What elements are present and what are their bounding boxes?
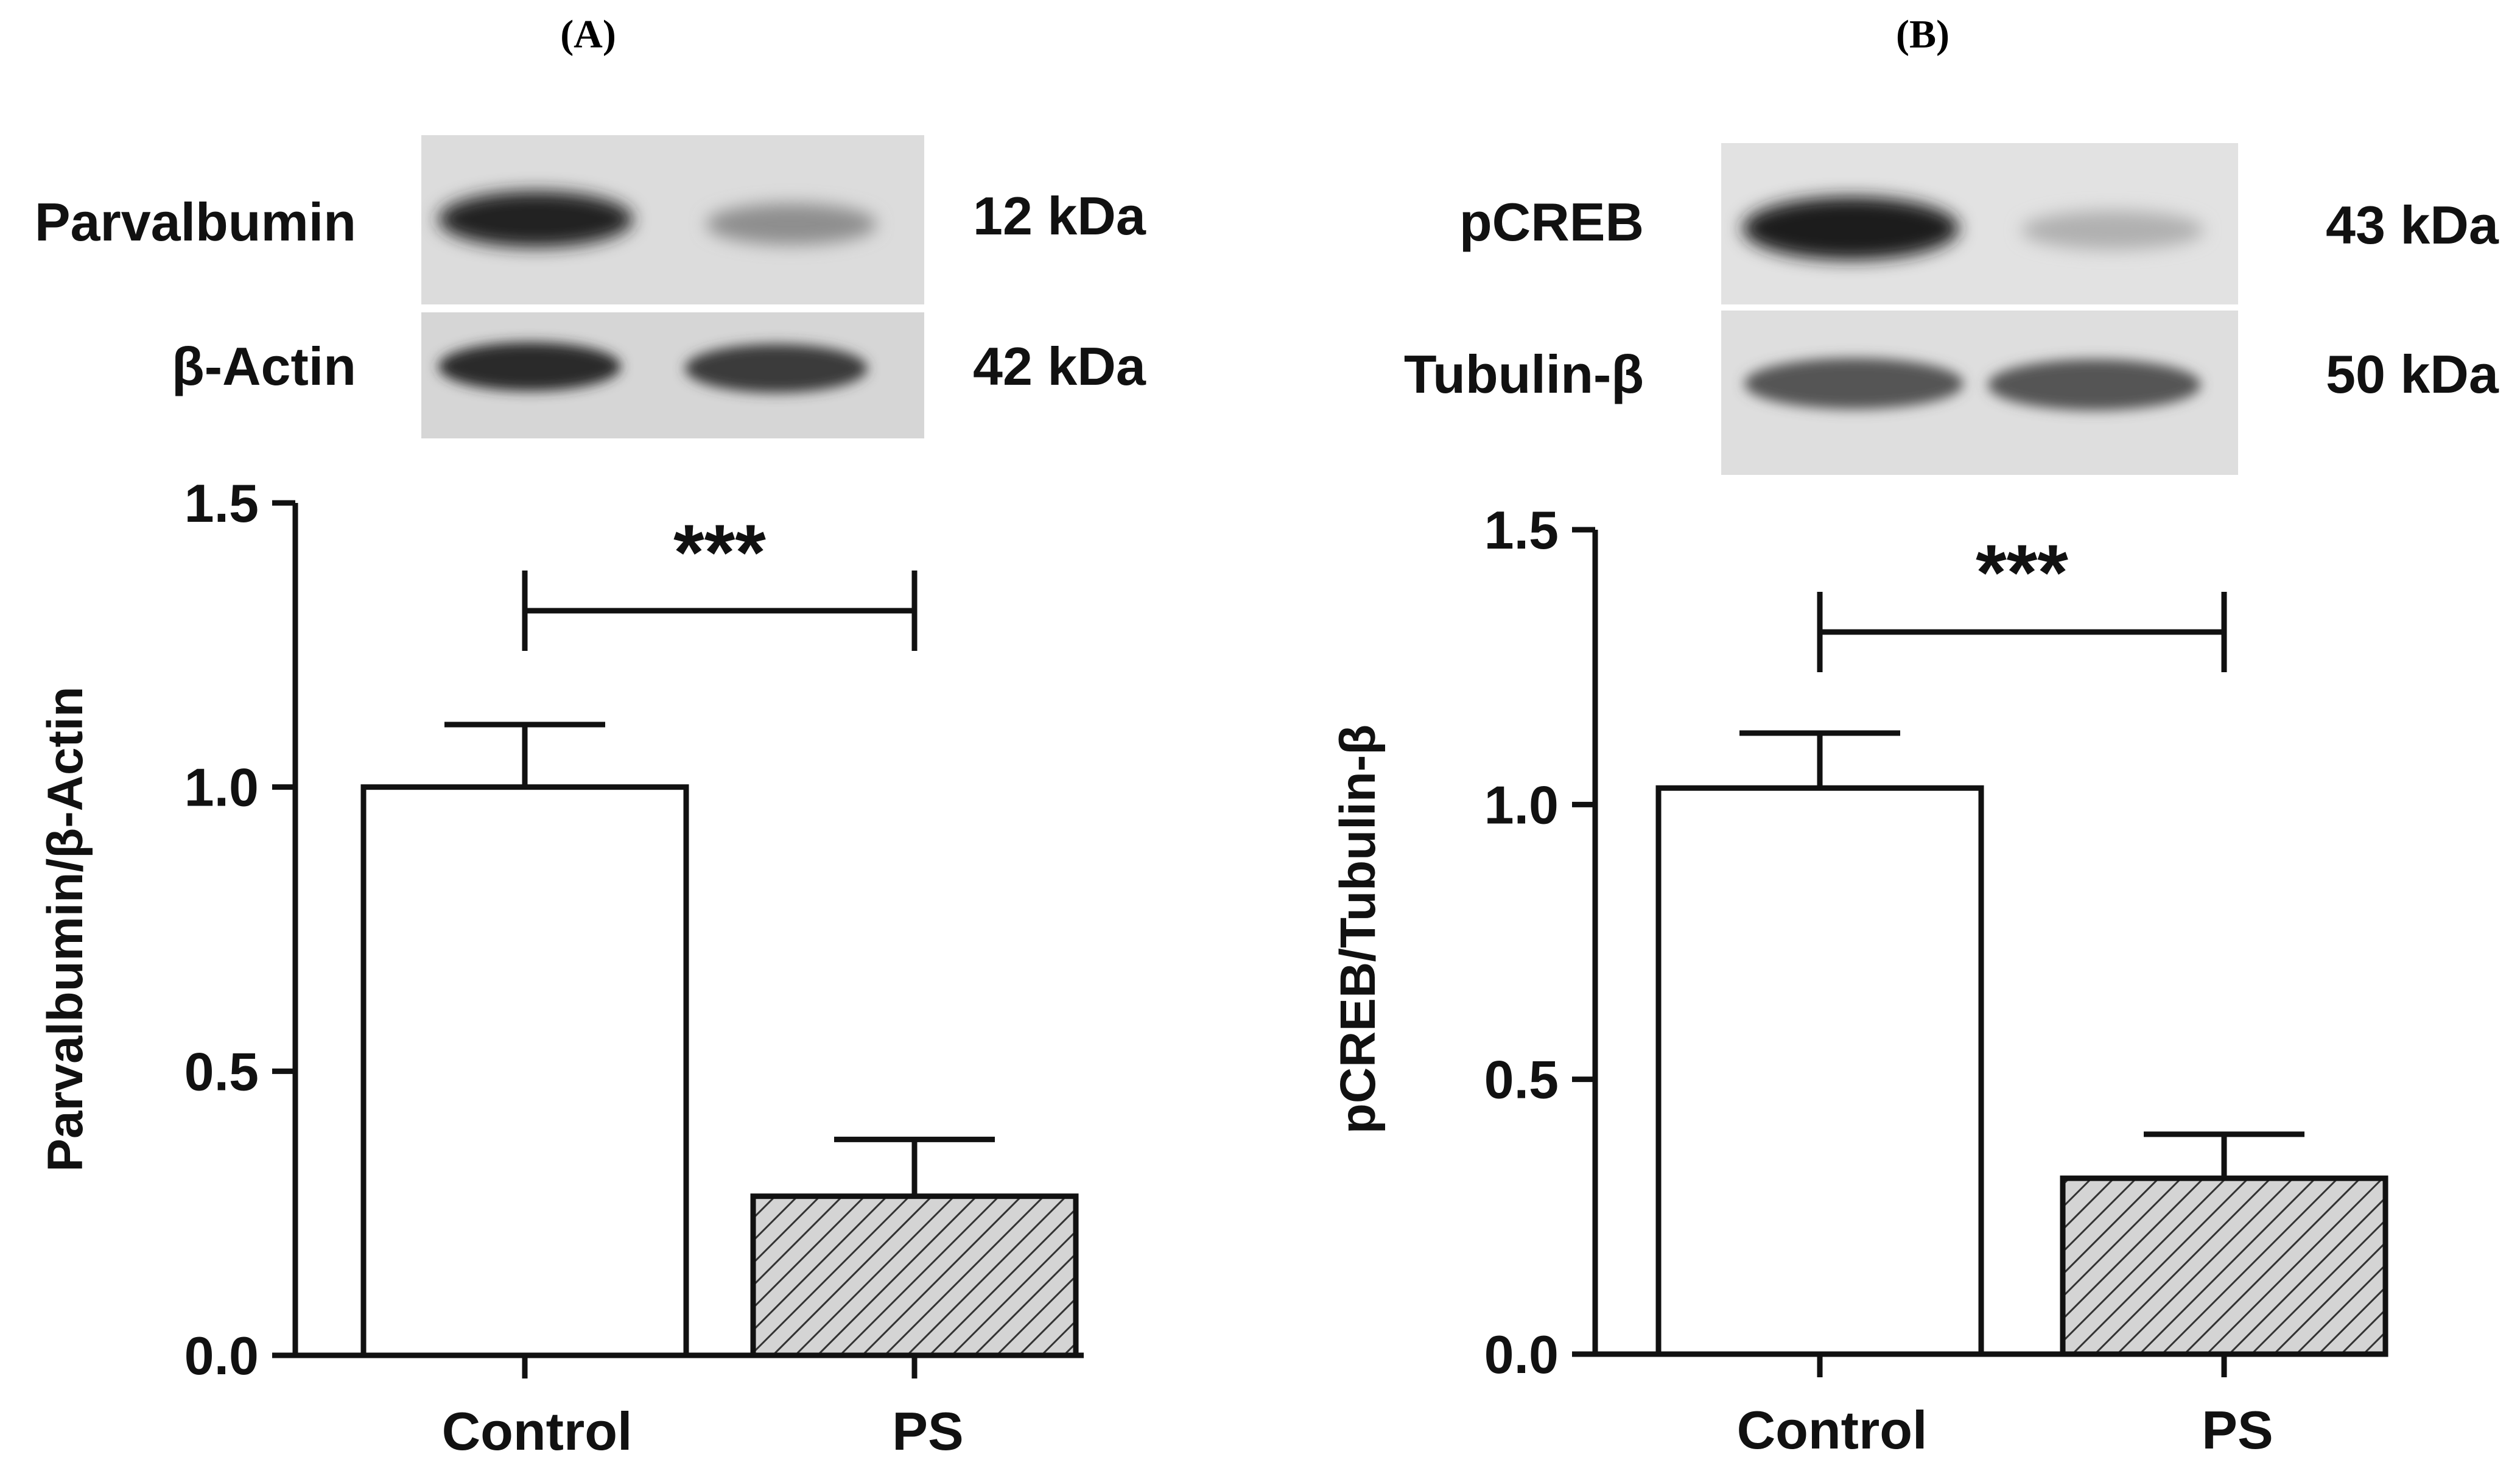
y-tick-label-a: 0.5 xyxy=(184,1041,259,1101)
bar-control-b xyxy=(1655,785,1984,1357)
x-tick-label-control-b: Control xyxy=(1737,1400,1928,1460)
blot-b-control-kda: 50 kDa xyxy=(2326,344,2499,404)
y-tick-label-b: 1.5 xyxy=(1484,500,1559,560)
y-axis-title-b: pCREB/Tubulin-β xyxy=(1330,725,1386,1134)
x-tick-label-ps-a: PS xyxy=(892,1401,963,1461)
x-tick-label-control-a: Control xyxy=(442,1401,633,1461)
x-tick-label-ps-b: PS xyxy=(2202,1400,2273,1460)
western-blot-b: pCREB 43 kDa Tubulin-β 50 kDa xyxy=(1404,143,2499,475)
significance-stars-b: *** xyxy=(1976,528,2068,617)
blot-a-control-label: β-Actin xyxy=(172,336,356,396)
significance-stars-a: *** xyxy=(673,508,766,597)
blot-a-target-strip xyxy=(421,135,924,304)
y-tick-label-a: 1.0 xyxy=(184,757,259,818)
blot-b-target-label: pCREB xyxy=(1459,192,1644,252)
bar-ps-a xyxy=(750,1193,1079,1358)
y-tick-label-b: 0.5 xyxy=(1484,1050,1559,1110)
y-tick-label-b: 0.0 xyxy=(1484,1324,1559,1385)
panel-a-label: (A) xyxy=(560,12,616,57)
blot-a-control-kda: 42 kDa xyxy=(973,336,1146,396)
panel-b-label: (B) xyxy=(1896,12,1950,57)
blot-b-target-kda: 43 kDa xyxy=(2326,195,2499,255)
blot-a-control-strip xyxy=(421,312,924,438)
y-tick-label-a: 1.5 xyxy=(184,473,259,533)
blot-b-control-strip xyxy=(1721,311,2238,475)
bar-chart-b: 0.0 0.5 1.0 1.5 Control PS pCREB/Tubulin-β *** xyxy=(1330,500,2388,1460)
blot-a-target-label: Parvalbumin xyxy=(35,192,356,252)
bar-chart-a: 0.0 0.5 1.0 1.5 Control PS Parvalbumin/β-Actin… xyxy=(38,473,1084,1461)
bar-control-a xyxy=(360,784,689,1358)
blot-b-control-label: Tubulin-β xyxy=(1404,344,1644,404)
western-blot-a: Parvalbumin 12 kDa β-Actin 42 kDa xyxy=(35,135,1146,438)
bar-ps-b xyxy=(2060,1175,2388,1357)
blot-a-target-kda: 12 kDa xyxy=(973,186,1146,246)
blot-b-target-strip xyxy=(1721,143,2238,304)
y-tick-label-a: 0.0 xyxy=(184,1326,259,1386)
y-tick-label-b: 1.0 xyxy=(1484,774,1559,835)
y-axis-title-a: Parvalbumin/β-Actin xyxy=(38,686,93,1171)
